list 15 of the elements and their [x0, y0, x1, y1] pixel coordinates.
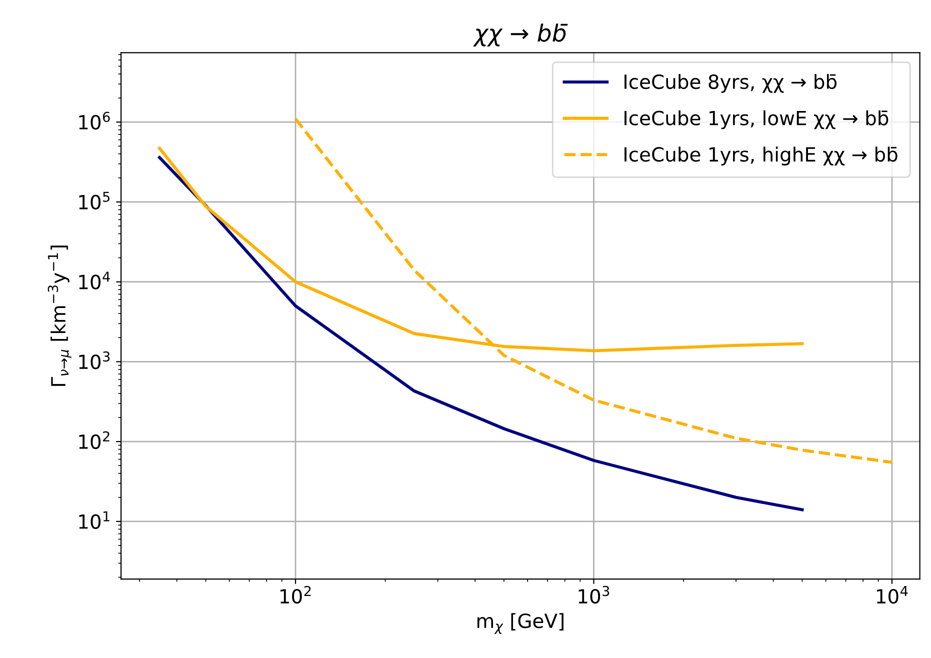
y-tick-label: 10$^{6}$	[79, 112, 110, 130]
y-tick-label: 10$^{4}$	[79, 272, 110, 290]
x-tick-label: 10$^{4}$	[876, 586, 908, 604]
y-tick-label: 10$^{5}$	[79, 192, 110, 210]
chart-title: χχ → bb̄	[473, 24, 568, 46]
legend-label: IceCube 1yrs, lowE χχ → bb̄	[624, 110, 888, 130]
y-tick-label: 10$^{3}$	[79, 351, 110, 370]
x-tick-label: 10$^{2}$	[280, 586, 311, 604]
legend-label: IceCube 8yrs, χχ → bb̄	[624, 74, 837, 93]
x-axis-title: m$_{χ}$ [GeV]	[477, 613, 564, 634]
y-tick-label: 10$^{2}$	[79, 431, 110, 450]
y-tick-label: 10$^{1}$	[79, 511, 110, 529]
legend-label: IceCube 1yrs, highE χχ → bb̄	[624, 146, 898, 166]
y-axis-title: Γ$_{ν→μ}$ [km$^{−3}$y$^{−1}$]	[48, 246, 72, 386]
x-tick-label: 10$^{3}$	[578, 586, 610, 604]
